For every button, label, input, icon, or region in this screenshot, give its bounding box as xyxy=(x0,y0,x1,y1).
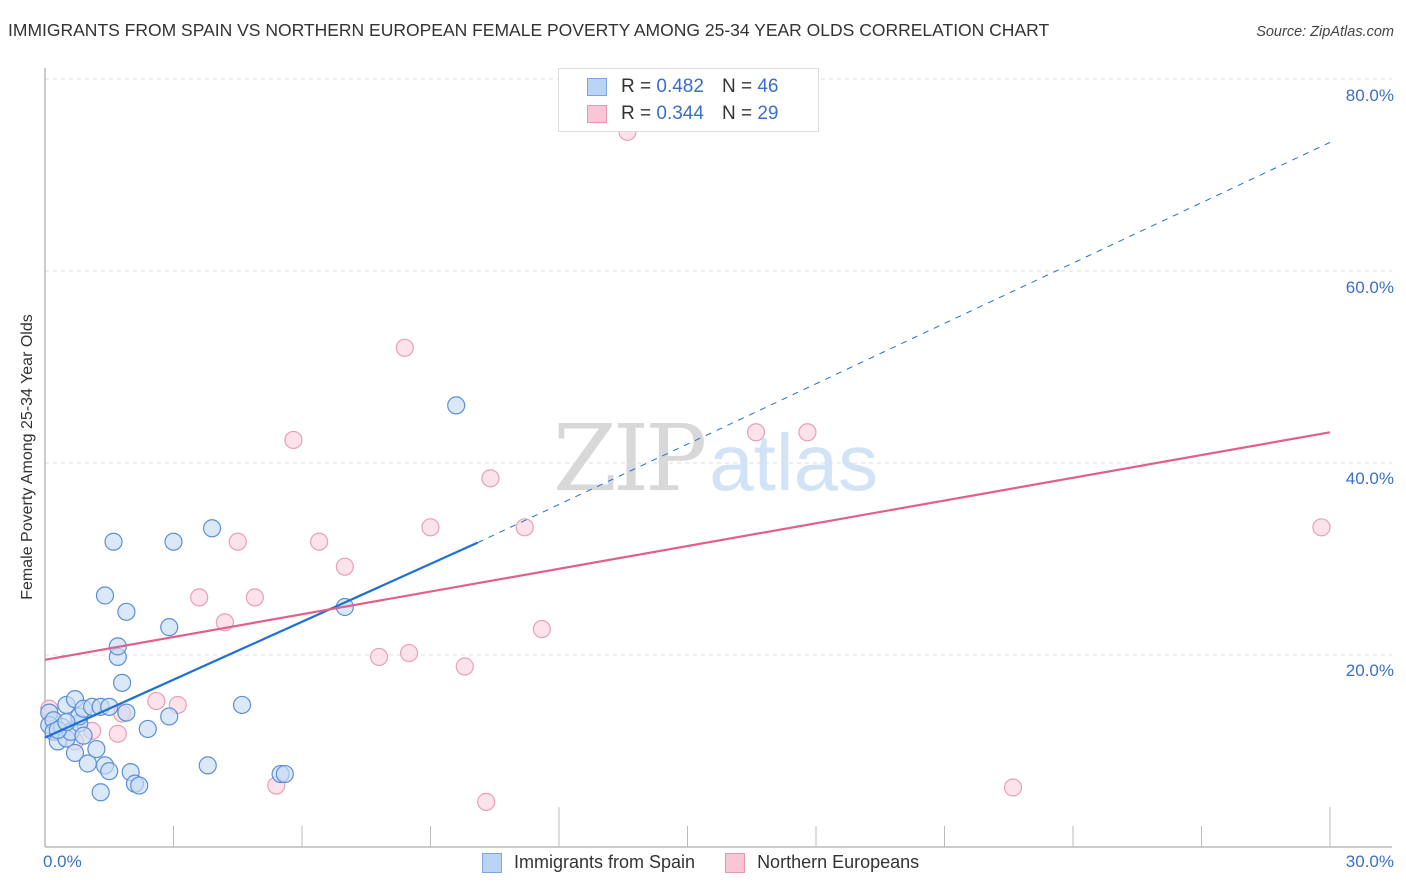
spain-n-value: 46 xyxy=(757,76,779,97)
y-tick-20: 20.0% xyxy=(1345,661,1394,680)
correlation-legend: R = 0.482 N = 46 R = 0.344 N = 29 xyxy=(558,68,819,132)
y-tick-40: 40.0% xyxy=(1345,469,1394,488)
legend-row-spain: R = 0.482 N = 46 xyxy=(587,75,778,99)
legend-item-northern-europeans[interactable]: Northern Europeans xyxy=(725,852,919,873)
x-tick-min: 0.0% xyxy=(43,852,82,871)
legend-item-spain[interactable]: Immigrants from Spain xyxy=(482,852,695,873)
spain-r-value: 0.482 xyxy=(656,76,704,97)
gridlines xyxy=(45,78,1392,656)
spain-legend-swatch-icon xyxy=(482,852,502,873)
trendlines xyxy=(44,141,1331,739)
y-tick-80: 80.0% xyxy=(1345,86,1394,105)
spain-swatch-icon xyxy=(587,78,607,96)
northern-europeans-r-value: 0.344 xyxy=(656,103,704,124)
source-label: Source: ZipAtlas.com xyxy=(1256,24,1394,40)
blue-points xyxy=(40,396,466,802)
legend-row-northern-europeans: R = 0.344 N = 29 xyxy=(587,102,778,126)
y-axis-label: Female Poverty Among 25-34 Year Olds xyxy=(19,314,36,600)
series-legend: Immigrants from Spain Northern Europeans xyxy=(482,852,949,873)
x-tick-max: 30.0% xyxy=(1345,852,1394,871)
northern-europeans-n-value: 29 xyxy=(757,103,779,124)
zipatlas-watermark: ZIPatlas xyxy=(553,405,879,512)
northern-europeans-swatch-icon xyxy=(587,105,607,123)
y-tick-60: 60.0% xyxy=(1345,278,1394,297)
chart-title: IMMIGRANTS FROM SPAIN VS NORTHERN EUROPE… xyxy=(8,20,1050,40)
northern-europeans-legend-swatch-icon xyxy=(725,852,746,873)
